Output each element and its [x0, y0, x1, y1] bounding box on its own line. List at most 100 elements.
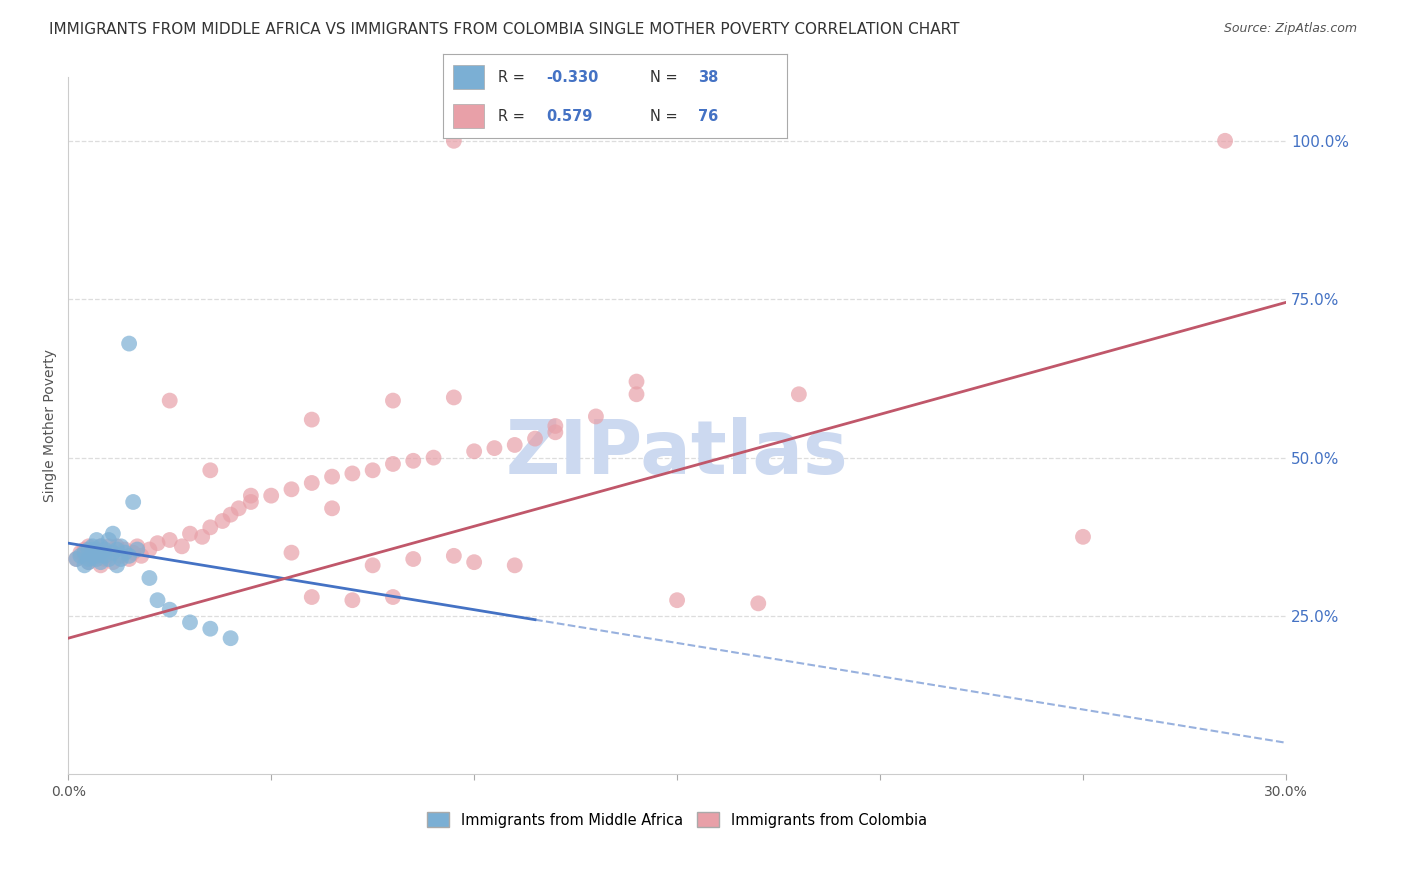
Point: [118, 336, 141, 351]
Point: [122, 546, 145, 560]
Point: [381, 393, 404, 408]
Point: [443, 549, 465, 563]
Point: [94, 552, 117, 566]
Point: [86, 549, 108, 563]
Point: [1213, 134, 1236, 148]
Point: [200, 463, 222, 477]
Point: [280, 483, 302, 497]
Point: [239, 495, 262, 509]
Point: [110, 539, 132, 553]
Point: [280, 546, 302, 560]
Point: [211, 514, 233, 528]
Point: [69, 549, 91, 563]
Text: IMMIGRANTS FROM MIDDLE AFRICA VS IMMIGRANTS FROM COLOMBIA SINGLE MOTHER POVERTY : IMMIGRANTS FROM MIDDLE AFRICA VS IMMIGRA…: [49, 22, 960, 37]
Point: [1071, 530, 1094, 544]
Legend: Immigrants from Middle Africa, Immigrants from Colombia: Immigrants from Middle Africa, Immigrant…: [422, 806, 934, 833]
Point: [65, 552, 87, 566]
Point: [260, 489, 283, 503]
Text: R =: R =: [498, 109, 534, 124]
Point: [73, 549, 96, 563]
Point: [342, 467, 364, 481]
Point: [122, 495, 145, 509]
Point: [86, 546, 108, 560]
Point: [666, 593, 689, 607]
Point: [463, 444, 485, 458]
Point: [544, 425, 567, 440]
Text: N =: N =: [650, 109, 682, 124]
Point: [127, 539, 149, 553]
Point: [747, 596, 769, 610]
Point: [97, 552, 120, 566]
Point: [82, 552, 104, 566]
Point: [94, 549, 117, 563]
Point: [239, 489, 262, 503]
Point: [484, 441, 506, 455]
Point: [86, 552, 108, 566]
Point: [626, 375, 648, 389]
Point: [159, 603, 181, 617]
Point: [381, 590, 404, 604]
Point: [86, 533, 108, 547]
Point: [219, 631, 242, 645]
Text: Source: ZipAtlas.com: Source: ZipAtlas.com: [1223, 22, 1357, 36]
Point: [524, 432, 547, 446]
Text: -0.330: -0.330: [546, 70, 599, 85]
Point: [105, 542, 128, 557]
Point: [585, 409, 607, 424]
Point: [101, 526, 124, 541]
Point: [443, 134, 465, 148]
Point: [402, 552, 425, 566]
Point: [77, 542, 100, 557]
Point: [159, 393, 181, 408]
Point: [179, 526, 201, 541]
Point: [179, 615, 201, 630]
Point: [77, 555, 100, 569]
Point: [94, 546, 117, 560]
Point: [200, 520, 222, 534]
Point: [503, 438, 526, 452]
Point: [503, 558, 526, 573]
Point: [73, 542, 96, 557]
Point: [146, 593, 169, 607]
Point: [110, 549, 132, 563]
Point: [86, 542, 108, 557]
Point: [90, 539, 112, 553]
Point: [146, 536, 169, 550]
Point: [170, 539, 193, 553]
Point: [129, 549, 152, 563]
Point: [77, 555, 100, 569]
Point: [138, 571, 160, 585]
Point: [101, 546, 124, 560]
Point: [114, 546, 136, 560]
Text: ZIPatlas: ZIPatlas: [506, 417, 848, 491]
Text: R =: R =: [498, 70, 530, 85]
Point: [65, 552, 87, 566]
Point: [200, 622, 222, 636]
Point: [381, 457, 404, 471]
Point: [86, 549, 108, 563]
Point: [101, 555, 124, 569]
Point: [90, 546, 112, 560]
Point: [97, 533, 120, 547]
Point: [69, 546, 91, 560]
Point: [82, 539, 104, 553]
Point: [402, 454, 425, 468]
Point: [301, 590, 323, 604]
Point: [90, 558, 112, 573]
Point: [90, 539, 112, 553]
Point: [361, 463, 384, 477]
Point: [361, 558, 384, 573]
FancyBboxPatch shape: [453, 65, 484, 89]
Point: [544, 419, 567, 434]
Point: [191, 530, 214, 544]
Point: [94, 542, 117, 557]
Point: [105, 539, 128, 553]
Point: [105, 558, 128, 573]
Point: [73, 546, 96, 560]
Point: [301, 475, 323, 490]
Point: [342, 593, 364, 607]
Point: [77, 552, 100, 566]
Point: [159, 533, 181, 547]
Point: [90, 555, 112, 569]
Text: 76: 76: [697, 109, 718, 124]
